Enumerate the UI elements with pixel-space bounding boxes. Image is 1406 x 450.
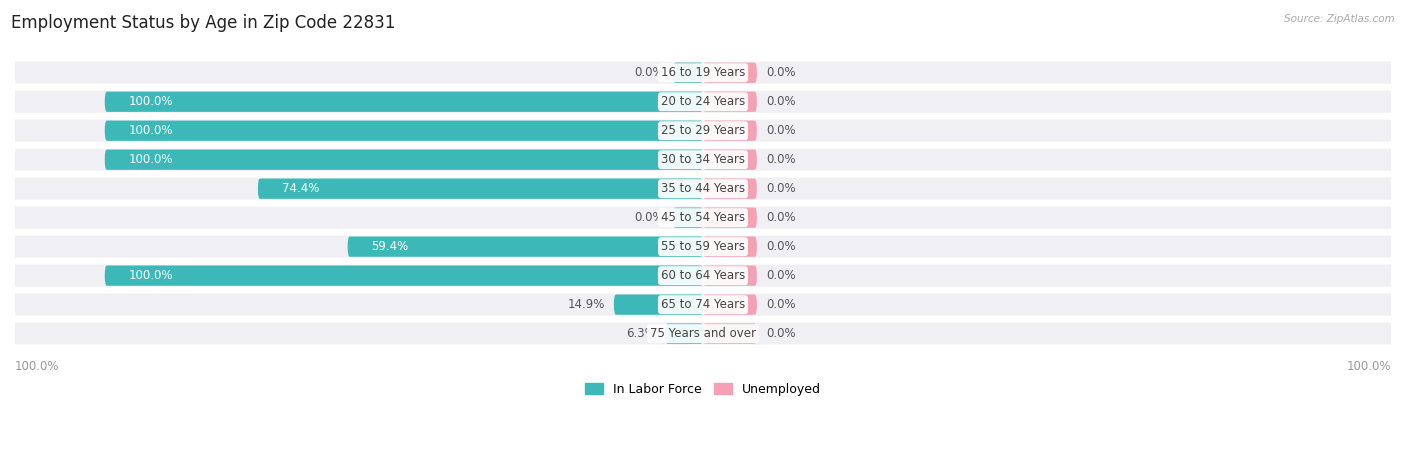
FancyBboxPatch shape bbox=[673, 63, 703, 83]
Text: 14.9%: 14.9% bbox=[568, 298, 605, 311]
FancyBboxPatch shape bbox=[0, 120, 1406, 142]
FancyBboxPatch shape bbox=[257, 179, 703, 199]
Text: 0.0%: 0.0% bbox=[766, 269, 796, 282]
FancyBboxPatch shape bbox=[703, 179, 756, 199]
Text: Employment Status by Age in Zip Code 22831: Employment Status by Age in Zip Code 228… bbox=[11, 14, 395, 32]
Text: 0.0%: 0.0% bbox=[766, 182, 796, 195]
FancyBboxPatch shape bbox=[0, 236, 1406, 258]
FancyBboxPatch shape bbox=[703, 207, 756, 228]
Text: 0.0%: 0.0% bbox=[766, 95, 796, 108]
FancyBboxPatch shape bbox=[0, 265, 1406, 287]
Legend: In Labor Force, Unemployed: In Labor Force, Unemployed bbox=[581, 378, 825, 401]
Text: 100.0%: 100.0% bbox=[129, 153, 173, 166]
FancyBboxPatch shape bbox=[703, 324, 756, 344]
Text: 0.0%: 0.0% bbox=[766, 327, 796, 340]
Text: 30 to 34 Years: 30 to 34 Years bbox=[661, 153, 745, 166]
Text: 100.0%: 100.0% bbox=[129, 124, 173, 137]
Text: 0.0%: 0.0% bbox=[634, 66, 664, 79]
FancyBboxPatch shape bbox=[703, 92, 756, 112]
Text: 60 to 64 Years: 60 to 64 Years bbox=[661, 269, 745, 282]
Text: 65 to 74 Years: 65 to 74 Years bbox=[661, 298, 745, 311]
FancyBboxPatch shape bbox=[0, 91, 1406, 113]
FancyBboxPatch shape bbox=[703, 121, 756, 141]
FancyBboxPatch shape bbox=[104, 266, 703, 286]
Text: 35 to 44 Years: 35 to 44 Years bbox=[661, 182, 745, 195]
Text: Source: ZipAtlas.com: Source: ZipAtlas.com bbox=[1284, 14, 1395, 23]
FancyBboxPatch shape bbox=[347, 237, 703, 257]
Text: 0.0%: 0.0% bbox=[766, 298, 796, 311]
Text: 25 to 29 Years: 25 to 29 Years bbox=[661, 124, 745, 137]
Text: 100.0%: 100.0% bbox=[129, 95, 173, 108]
FancyBboxPatch shape bbox=[665, 324, 703, 344]
Text: 100.0%: 100.0% bbox=[15, 360, 59, 373]
FancyBboxPatch shape bbox=[104, 149, 703, 170]
Text: 16 to 19 Years: 16 to 19 Years bbox=[661, 66, 745, 79]
Text: 0.0%: 0.0% bbox=[766, 124, 796, 137]
Text: 45 to 54 Years: 45 to 54 Years bbox=[661, 211, 745, 224]
FancyBboxPatch shape bbox=[614, 294, 703, 315]
Text: 0.0%: 0.0% bbox=[766, 211, 796, 224]
FancyBboxPatch shape bbox=[703, 237, 756, 257]
Text: 6.3%: 6.3% bbox=[627, 327, 657, 340]
FancyBboxPatch shape bbox=[0, 207, 1406, 229]
Text: 100.0%: 100.0% bbox=[129, 269, 173, 282]
Text: 0.0%: 0.0% bbox=[634, 211, 664, 224]
FancyBboxPatch shape bbox=[703, 149, 756, 170]
FancyBboxPatch shape bbox=[0, 178, 1406, 200]
FancyBboxPatch shape bbox=[703, 294, 756, 315]
FancyBboxPatch shape bbox=[0, 62, 1406, 84]
FancyBboxPatch shape bbox=[104, 121, 703, 141]
Text: 100.0%: 100.0% bbox=[1347, 360, 1391, 373]
Text: 74.4%: 74.4% bbox=[281, 182, 319, 195]
Text: 55 to 59 Years: 55 to 59 Years bbox=[661, 240, 745, 253]
Text: 20 to 24 Years: 20 to 24 Years bbox=[661, 95, 745, 108]
FancyBboxPatch shape bbox=[104, 92, 703, 112]
FancyBboxPatch shape bbox=[703, 266, 756, 286]
FancyBboxPatch shape bbox=[673, 207, 703, 228]
Text: 75 Years and over: 75 Years and over bbox=[650, 327, 756, 340]
FancyBboxPatch shape bbox=[0, 293, 1406, 315]
FancyBboxPatch shape bbox=[0, 323, 1406, 345]
Text: 59.4%: 59.4% bbox=[371, 240, 409, 253]
Text: 0.0%: 0.0% bbox=[766, 240, 796, 253]
FancyBboxPatch shape bbox=[0, 148, 1406, 171]
Text: 0.0%: 0.0% bbox=[766, 153, 796, 166]
Text: 0.0%: 0.0% bbox=[766, 66, 796, 79]
FancyBboxPatch shape bbox=[703, 63, 756, 83]
